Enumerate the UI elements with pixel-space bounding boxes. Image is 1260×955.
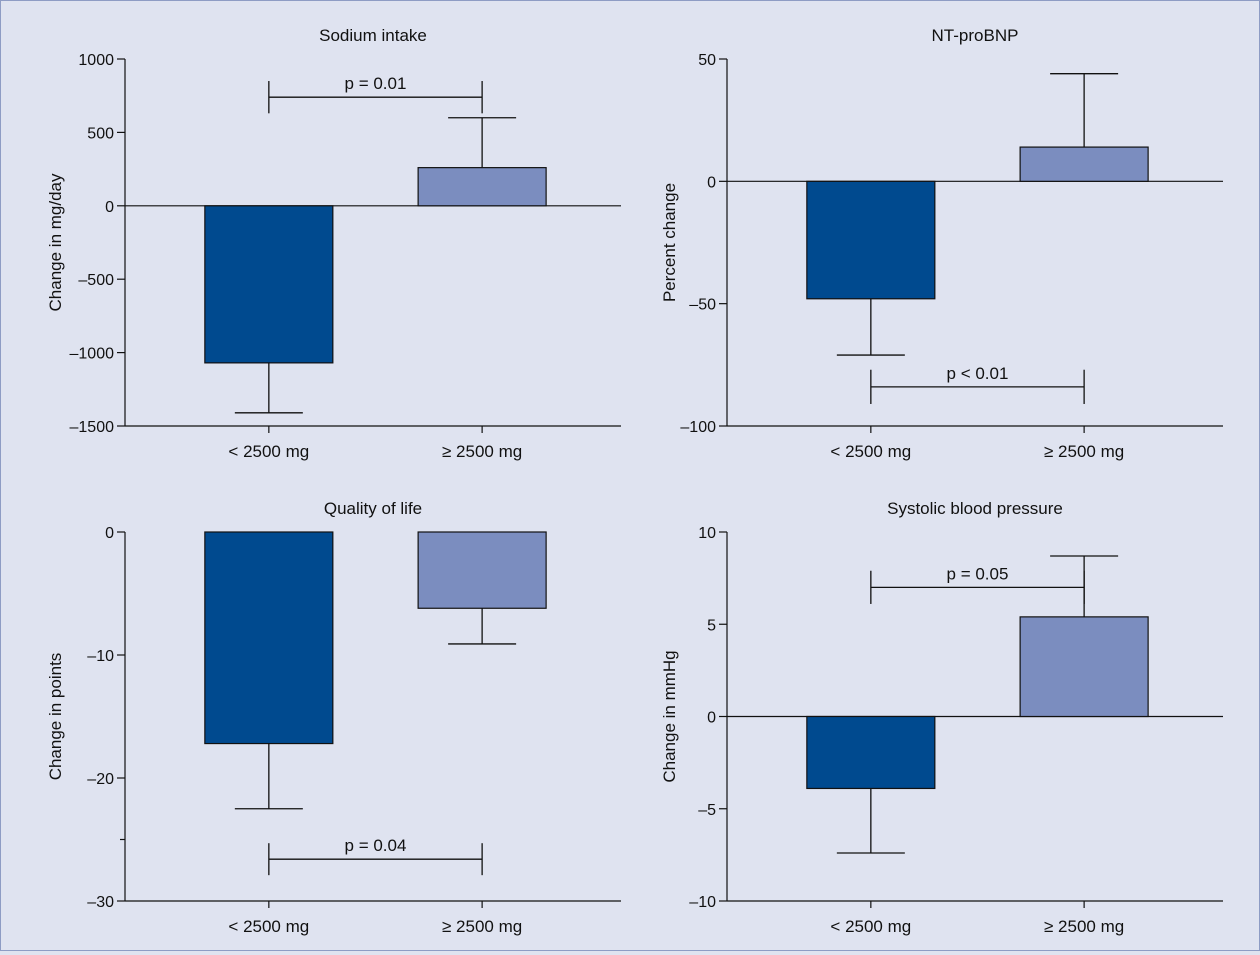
y-tick-label: 0 [707, 710, 716, 727]
y-tick-label: –30 [87, 894, 114, 911]
y-tick-label: 10 [698, 525, 716, 542]
bar-below-2500 [806, 715, 936, 790]
x-category-label: < 2500 mg [228, 917, 309, 936]
bar-at-or-above-2500 [1019, 146, 1149, 182]
y-tick-label: –50 [689, 297, 716, 314]
y-tick-label: –1000 [70, 346, 115, 363]
y-tick-label: –10 [689, 894, 716, 911]
y-tick-label: –100 [680, 419, 716, 436]
x-category-label: < 2500 mg [830, 917, 911, 936]
p-value-label: p < 0.01 [947, 364, 1009, 383]
y-tick-label: –10 [87, 648, 114, 665]
x-category-label: < 2500 mg [830, 442, 911, 461]
y-tick-label: –1500 [70, 419, 115, 436]
y-tick-label: –500 [78, 272, 114, 289]
chart-title: Sodium intake [319, 26, 427, 45]
chart-title: Quality of life [324, 499, 422, 518]
p-value-label: p = 0.01 [345, 74, 407, 93]
y-tick-label: 0 [707, 174, 716, 191]
chart-panel-4: Systolic blood pressure Change in mmHg –10… [660, 499, 1223, 936]
p-value-label: p = 0.05 [947, 564, 1009, 583]
bar-at-or-above-2500 [1019, 616, 1149, 718]
bar-below-2500 [806, 180, 936, 300]
bar-at-or-above-2500 [417, 531, 547, 609]
y-axis-label: Percent change [660, 183, 679, 302]
y-tick-label: –5 [698, 802, 716, 819]
y-tick-label: 500 [87, 125, 114, 142]
y-axis-label: Change in points [46, 653, 65, 781]
p-value-label: p = 0.04 [345, 836, 407, 855]
y-tick-label: 5 [707, 617, 716, 634]
y-tick-label: 1000 [78, 52, 114, 69]
chart-title: Systolic blood pressure [887, 499, 1063, 518]
chart-panel-1: Sodium intake Change in mg/day –1500 –1000 –… [46, 26, 621, 461]
bar-at-or-above-2500 [417, 167, 547, 207]
x-category-label: ≥ 2500 mg [442, 442, 522, 461]
bar-below-2500 [204, 531, 334, 745]
y-tick-label: 50 [698, 52, 716, 69]
chart-panel-3: Quality of life Change in points –30 –20 –10… [46, 499, 621, 936]
bar-below-2500 [204, 205, 334, 364]
y-tick-label: 0 [105, 525, 114, 542]
y-axis-label: Change in mg/day [46, 173, 65, 311]
chart-panel-2: NT-proBNP Percent change –100 –50 0 50 < 2500 … [660, 26, 1223, 461]
x-category-label: ≥ 2500 mg [442, 917, 522, 936]
y-axis-label: Change in mmHg [660, 650, 679, 782]
x-category-label: < 2500 mg [228, 442, 309, 461]
x-category-label: ≥ 2500 mg [1044, 442, 1124, 461]
chart-title: NT-proBNP [932, 26, 1019, 45]
x-category-label: ≥ 2500 mg [1044, 917, 1124, 936]
y-tick-label: –20 [87, 771, 114, 788]
y-tick-label: 0 [105, 199, 114, 216]
